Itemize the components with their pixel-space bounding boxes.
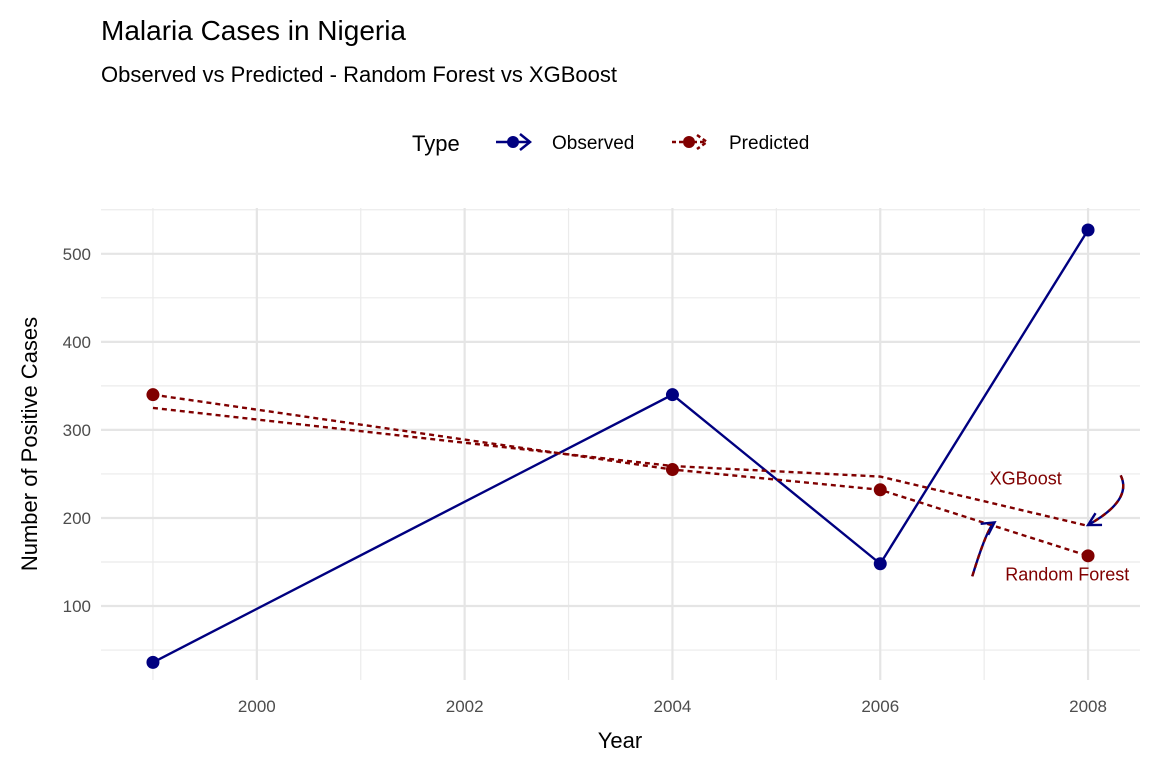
x-tick-label: 2006 — [861, 697, 899, 716]
y-tick-label: 100 — [63, 597, 91, 616]
legend-label-predicted: Predicted — [729, 133, 809, 154]
data-point-observed — [873, 557, 887, 571]
y-tick-label: 400 — [63, 333, 91, 352]
series-line-observed — [152, 229, 1090, 664]
legend: Type Observed Predicted — [412, 131, 809, 156]
series-line-random-forest — [152, 393, 1089, 557]
y-tick-label: 300 — [63, 421, 91, 440]
data-point-observed — [146, 655, 160, 669]
annotation-random-forest: Random Forest — [1005, 564, 1129, 584]
x-tick-label: 2002 — [446, 697, 484, 716]
grid — [101, 208, 1140, 680]
y-tick-labels: 100 200 300 400 500 — [63, 245, 91, 616]
y-tick-label: 200 — [63, 509, 91, 528]
data-point-observed — [1081, 223, 1095, 237]
legend-title: Type — [412, 131, 460, 156]
data-point-random-forest — [873, 483, 887, 497]
series-line-xgboost — [152, 406, 1089, 528]
data-point-observed — [665, 388, 679, 402]
data-point-random-forest — [1081, 549, 1095, 563]
x-tick-labels: 2000 2002 2004 2006 2008 — [238, 697, 1107, 716]
series — [146, 223, 1095, 669]
data-point-random-forest — [146, 388, 160, 402]
x-axis-label: Year — [598, 728, 642, 753]
chart-subtitle: Observed vs Predicted - Random Forest vs… — [101, 62, 617, 87]
x-tick-label: 2008 — [1069, 697, 1107, 716]
annotation-arrowhead-xgboost — [1085, 512, 1103, 527]
annotation-xgboost: XGBoost — [990, 468, 1062, 488]
annotation-arrow-xgboost — [1087, 474, 1125, 527]
legend-key-observed — [496, 133, 533, 151]
annotations: XGBoost Random Forest — [971, 468, 1129, 584]
y-axis-label: Number of Positive Cases — [17, 317, 42, 571]
x-tick-label: 2004 — [654, 697, 692, 716]
y-tick-label: 500 — [63, 245, 91, 264]
legend-key-predicted — [672, 133, 710, 151]
legend-label-observed: Observed — [552, 133, 634, 154]
x-tick-label: 2000 — [238, 697, 276, 716]
annotation-arrowhead-random-forest — [980, 520, 997, 536]
chart-title: Malaria Cases in Nigeria — [101, 15, 406, 46]
